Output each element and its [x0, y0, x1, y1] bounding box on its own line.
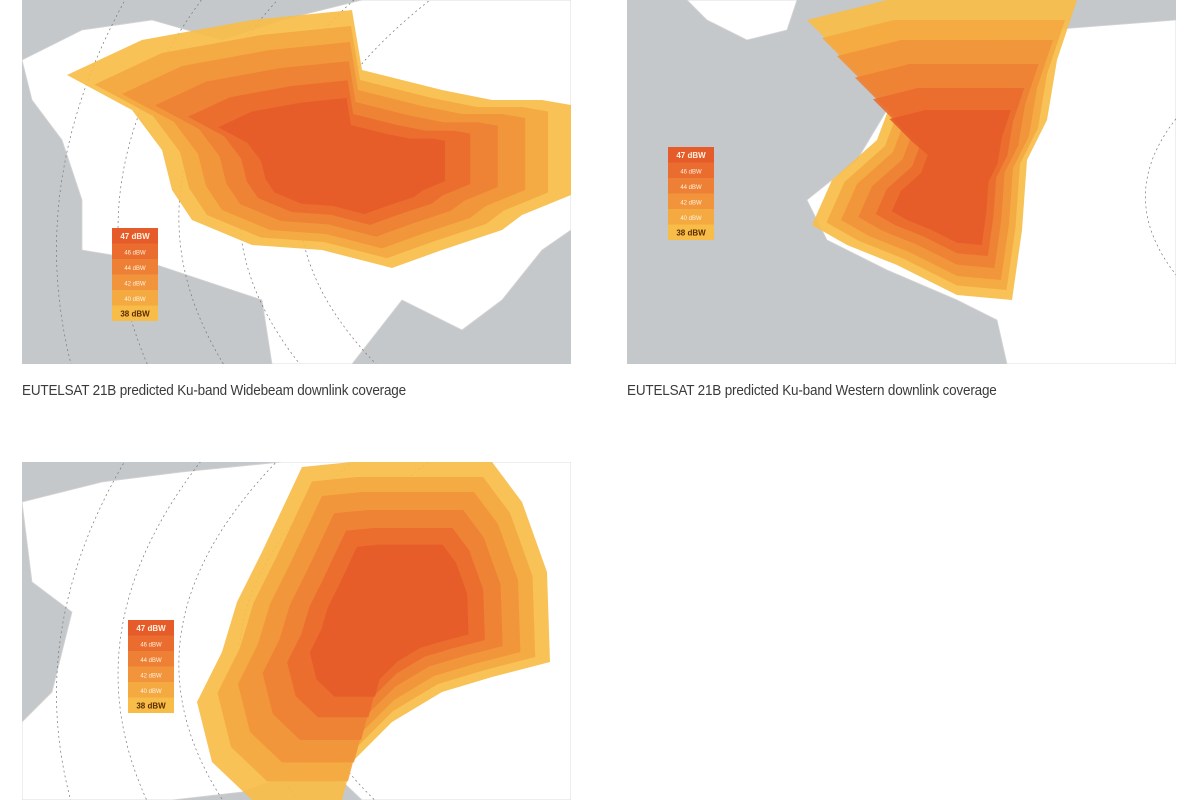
legend-swatch — [128, 682, 174, 698]
legend-swatch — [112, 243, 158, 259]
legend-swatch — [668, 209, 714, 225]
legend-label: 42 dBW — [124, 281, 146, 287]
legend-swatch — [668, 162, 714, 178]
legend-swatch — [668, 224, 714, 240]
legend-swatch — [668, 147, 714, 163]
legend-label: 38 dBW — [120, 309, 150, 318]
legend-label: 38 dBW — [676, 228, 706, 237]
legend-label: 47 dBW — [120, 232, 150, 241]
legend-swatch — [112, 259, 158, 275]
legend-swatch — [128, 651, 174, 667]
legend-swatch — [112, 305, 158, 321]
legend-label: 44 dBW — [680, 185, 702, 191]
coverage-contour — [889, 110, 1011, 245]
legend-label: 40 dBW — [140, 689, 162, 695]
legend-label: 46 dBW — [140, 642, 162, 648]
legend-swatch — [128, 666, 174, 682]
legend-label: 46 dBW — [680, 169, 702, 175]
legend-swatch — [668, 178, 714, 194]
legend-swatch — [128, 620, 174, 636]
coverage-map: 47 dBW 46 dBW 44 dBW 42 dBW 40 dBW 38 dBW — [627, 0, 1176, 364]
legend-label: 40 dBW — [124, 297, 146, 303]
legend-label: 47 dBW — [136, 624, 166, 633]
legend-label: 47 dBW — [676, 151, 706, 160]
elevation-arc — [178, 462, 277, 800]
legend-label: 44 dBW — [124, 266, 146, 272]
legend-swatch — [112, 274, 158, 290]
legend-label: 38 dBW — [136, 701, 166, 710]
legend-label: 42 dBW — [680, 200, 702, 206]
legend-swatch — [112, 290, 158, 306]
elevation-arc — [56, 0, 126, 364]
legend-label: 46 dBW — [124, 250, 146, 256]
coverage-map: 47 dBW 46 dBW 44 dBW 42 dBW 40 dBW 38 dBW — [22, 0, 571, 364]
elevation-arc — [1145, 118, 1176, 276]
legend-swatch — [128, 635, 174, 651]
coverage-contour — [218, 98, 446, 215]
legend-swatch — [112, 228, 158, 244]
legend-swatch — [668, 193, 714, 209]
coverage-map: 47 dBW 46 dBW 44 dBW 42 dBW 40 dBW 38 dBW — [22, 462, 571, 800]
legend-label: 42 dBW — [140, 673, 162, 679]
legend-swatch — [128, 697, 174, 713]
legend-label: 40 dBW — [680, 216, 702, 222]
land — [686, 0, 798, 41]
map-caption: EUTELSAT 21B predicted Ku-band Western d… — [627, 382, 997, 399]
elevation-arc — [117, 0, 202, 364]
coverage-contour — [309, 544, 469, 697]
legend-label: 44 dBW — [140, 658, 162, 664]
map-caption: EUTELSAT 21B predicted Ku-band Widebeam … — [22, 382, 406, 399]
